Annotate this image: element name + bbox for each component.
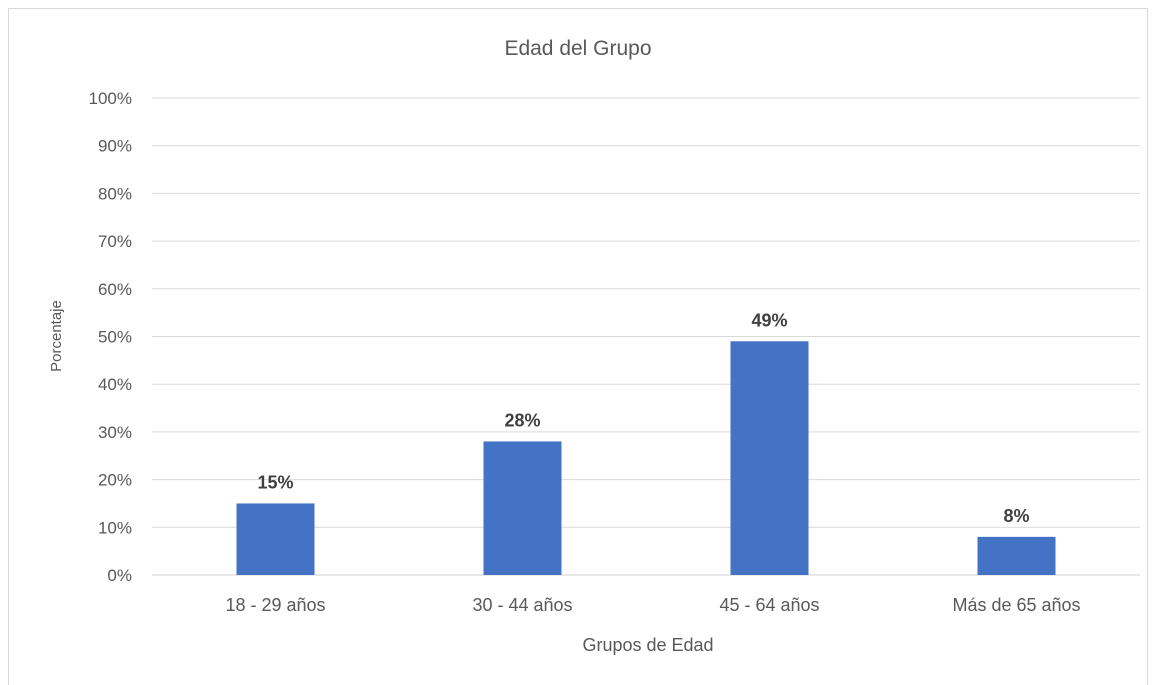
x-category-label: Más de 65 años [952,595,1080,615]
x-axis-title: Grupos de Edad [582,635,713,655]
y-tick-label: 90% [98,137,132,156]
y-tick-label: 70% [98,232,132,251]
data-label: 8% [1003,506,1029,526]
bar [730,341,809,575]
y-tick-label: 0% [107,566,132,585]
y-tick-label: 60% [98,280,132,299]
chart-title: Edad del Grupo [504,37,651,60]
data-label: 15% [257,472,293,492]
x-category-label: 18 - 29 años [225,595,325,615]
gridlines [152,97,1140,576]
x-category-label: 30 - 44 años [472,595,572,615]
bar [977,536,1056,575]
data-label: 28% [504,410,540,430]
data-label: 49% [751,310,787,330]
y-tick-label: 30% [98,423,132,442]
x-axis-categories: 18 - 29 años 30 - 44 años 45 - 64 años Más … [225,595,1080,615]
chart-frame [8,8,1148,685]
y-tick-label: 20% [98,471,132,490]
data-labels: 15% 28% 49% 8% [257,310,1029,526]
y-tick-label: 80% [98,184,132,203]
y-axis-ticks: 0% 10% 20% 30% 40% 50% 60% 70% 80% 90% 100% [89,89,132,585]
y-axis-title: Porcentaje [48,300,65,372]
y-tick-label: 10% [98,518,132,537]
y-tick-label: 50% [98,328,132,347]
bar [236,503,315,575]
y-tick-label: 100% [89,89,132,108]
y-tick-label: 40% [98,375,132,394]
bars [236,341,1056,575]
bar [483,441,562,575]
x-category-label: 45 - 64 años [719,595,819,615]
